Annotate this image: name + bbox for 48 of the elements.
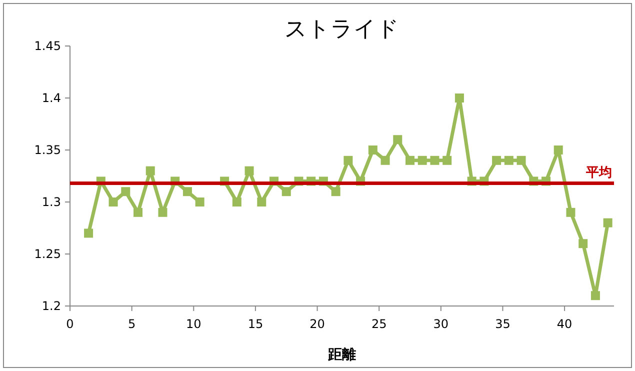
y-tick-label: 1.3 <box>42 195 61 209</box>
point <box>232 198 242 206</box>
y-tick-label: 1.35 <box>34 143 61 157</box>
point <box>504 156 514 165</box>
point <box>108 198 118 206</box>
point <box>244 166 254 176</box>
point <box>121 187 130 196</box>
point <box>578 239 588 248</box>
x-tick-label: 35 <box>495 317 510 331</box>
point <box>590 291 600 300</box>
ref-line-label: 平均 <box>585 165 612 180</box>
point <box>603 218 612 228</box>
point <box>134 208 142 217</box>
y-tick-label: 1.4 <box>42 91 61 105</box>
y-tick-label: 1.25 <box>34 247 61 261</box>
point <box>380 156 390 165</box>
point <box>331 187 340 196</box>
y-tick-label: 1.2 <box>42 299 61 313</box>
point <box>182 187 192 196</box>
point <box>430 156 440 165</box>
point <box>442 156 452 165</box>
chart-title: ストライド <box>284 17 400 42</box>
point <box>84 228 94 238</box>
point <box>516 156 526 165</box>
point <box>257 198 266 206</box>
point <box>454 94 464 102</box>
x-tick-label: 20 <box>310 317 325 331</box>
point <box>566 208 576 217</box>
x-tick-label: 0 <box>66 317 74 331</box>
x-tick-label: 30 <box>433 317 449 331</box>
x-axis-title: 距離 <box>327 347 356 363</box>
x-tick-label: 25 <box>371 317 387 331</box>
point <box>406 156 414 165</box>
point <box>393 135 402 144</box>
point <box>146 166 155 176</box>
point <box>344 156 353 165</box>
point <box>158 208 168 217</box>
x-tick-label: 10 <box>186 317 202 331</box>
x-tick-label: 15 <box>248 317 264 331</box>
point <box>195 198 204 206</box>
point <box>554 146 563 154</box>
y-tick-label: 1.45 <box>34 39 61 53</box>
x-tick-label: 5 <box>128 317 136 331</box>
point <box>282 187 291 196</box>
point <box>418 156 427 165</box>
point <box>492 156 502 165</box>
x-tick-label: 40 <box>556 317 572 331</box>
point <box>368 146 378 154</box>
